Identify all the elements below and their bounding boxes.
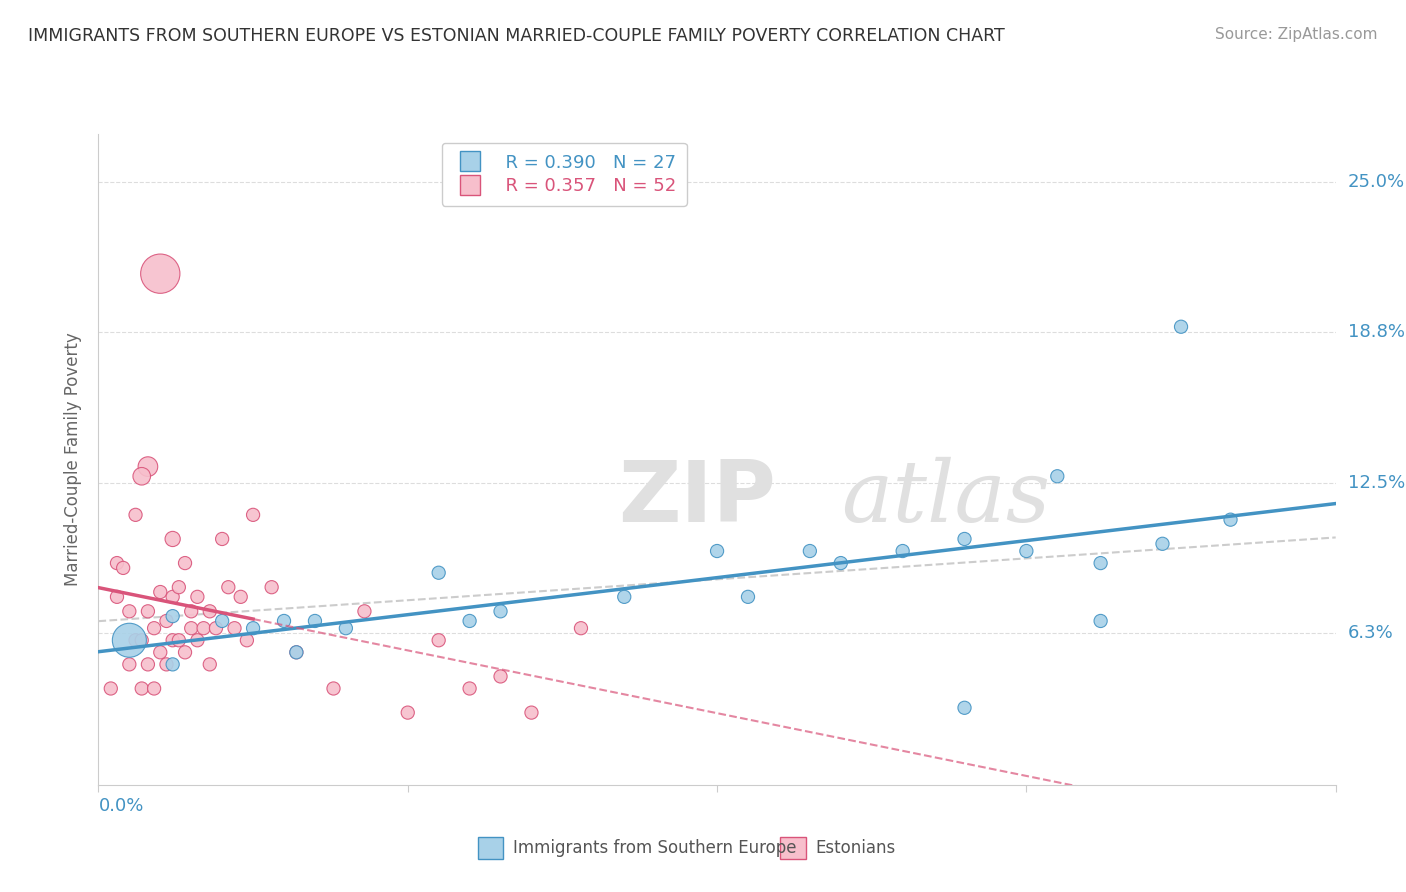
- Point: [224, 621, 246, 635]
- Point: [162, 657, 184, 672]
- Point: [180, 621, 202, 635]
- Point: [155, 657, 177, 672]
- Point: [353, 604, 375, 618]
- Point: [427, 566, 450, 580]
- Point: [706, 544, 728, 558]
- Point: [149, 585, 172, 599]
- Point: [105, 590, 128, 604]
- Text: 0.0%: 0.0%: [98, 797, 143, 814]
- Point: [193, 621, 215, 635]
- Point: [180, 604, 202, 618]
- Point: [112, 561, 135, 575]
- Point: [285, 645, 308, 659]
- Point: [1170, 319, 1192, 334]
- Point: [304, 614, 326, 628]
- Point: [236, 633, 259, 648]
- Text: ZIP: ZIP: [619, 457, 776, 540]
- Point: [211, 532, 233, 546]
- Point: [105, 556, 128, 570]
- Point: [174, 556, 197, 570]
- Point: [953, 532, 976, 546]
- Point: [167, 633, 190, 648]
- Point: [217, 580, 239, 594]
- Point: [205, 621, 228, 635]
- Point: [1219, 513, 1241, 527]
- Point: [458, 614, 481, 628]
- Point: [489, 669, 512, 683]
- Text: Immigrants from Southern Europe: Immigrants from Southern Europe: [513, 839, 797, 857]
- Point: [322, 681, 344, 696]
- Point: [1046, 469, 1069, 483]
- Point: [520, 706, 543, 720]
- Point: [143, 681, 166, 696]
- Point: [143, 621, 166, 635]
- Point: [131, 633, 153, 648]
- Point: [118, 604, 141, 618]
- Legend:   R = 0.390   N = 27,   R = 0.357   N = 52: R = 0.390 N = 27, R = 0.357 N = 52: [441, 143, 688, 206]
- Point: [260, 580, 283, 594]
- Text: Source: ZipAtlas.com: Source: ZipAtlas.com: [1215, 27, 1378, 42]
- Point: [167, 580, 190, 594]
- Point: [118, 633, 141, 648]
- Point: [737, 590, 759, 604]
- Point: [1090, 614, 1112, 628]
- Point: [136, 657, 159, 672]
- Point: [136, 604, 159, 618]
- Point: [124, 508, 146, 522]
- Point: [799, 544, 821, 558]
- Point: [149, 645, 172, 659]
- Point: [162, 633, 184, 648]
- Point: [569, 621, 592, 635]
- Point: [396, 706, 419, 720]
- Point: [1090, 556, 1112, 570]
- Point: [198, 657, 221, 672]
- Point: [211, 614, 233, 628]
- Point: [118, 657, 141, 672]
- Text: atlas: atlas: [841, 457, 1050, 540]
- Point: [198, 604, 221, 618]
- Point: [162, 590, 184, 604]
- Point: [174, 645, 197, 659]
- Y-axis label: Married-Couple Family Poverty: Married-Couple Family Poverty: [65, 333, 83, 586]
- Point: [162, 532, 184, 546]
- Point: [186, 590, 208, 604]
- Point: [136, 459, 159, 474]
- Point: [427, 633, 450, 648]
- Point: [155, 614, 177, 628]
- Point: [100, 681, 122, 696]
- Point: [162, 609, 184, 624]
- Point: [242, 621, 264, 635]
- Point: [242, 508, 264, 522]
- Text: 25.0%: 25.0%: [1348, 173, 1405, 191]
- Text: 12.5%: 12.5%: [1348, 475, 1406, 492]
- Point: [124, 633, 146, 648]
- Point: [285, 645, 308, 659]
- Point: [830, 556, 852, 570]
- Point: [891, 544, 914, 558]
- Text: 18.8%: 18.8%: [1348, 323, 1405, 341]
- Text: 6.3%: 6.3%: [1348, 624, 1393, 642]
- Point: [149, 267, 172, 281]
- Point: [489, 604, 512, 618]
- Point: [613, 590, 636, 604]
- Point: [273, 614, 295, 628]
- Point: [186, 633, 208, 648]
- Point: [953, 700, 976, 714]
- Point: [458, 681, 481, 696]
- Point: [131, 469, 153, 483]
- Point: [1015, 544, 1038, 558]
- Point: [131, 681, 153, 696]
- Point: [229, 590, 252, 604]
- Point: [1152, 537, 1174, 551]
- Text: Estonians: Estonians: [815, 839, 896, 857]
- Point: [335, 621, 357, 635]
- Text: IMMIGRANTS FROM SOUTHERN EUROPE VS ESTONIAN MARRIED-COUPLE FAMILY POVERTY CORREL: IMMIGRANTS FROM SOUTHERN EUROPE VS ESTON…: [28, 27, 1005, 45]
